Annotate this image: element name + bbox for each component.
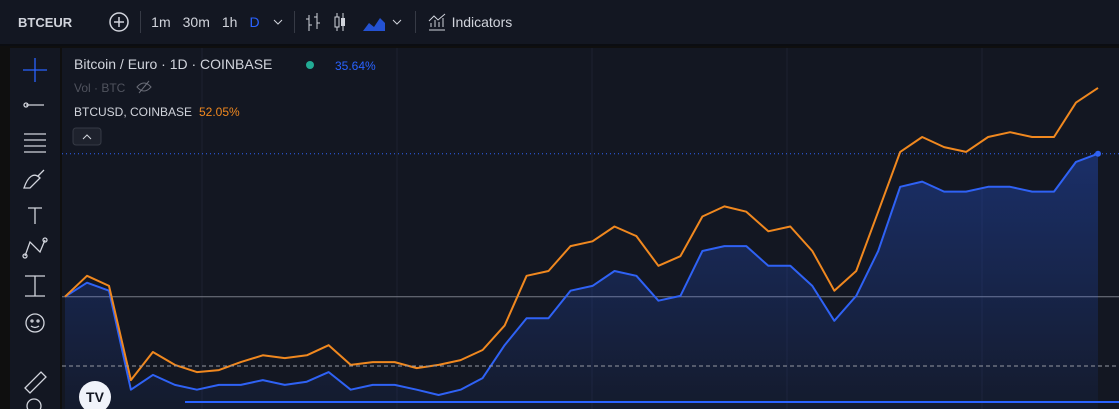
logo[interactable]: [79, 381, 111, 409]
logo-text: TV: [86, 389, 105, 405]
add-symbol[interactable]: [108, 11, 130, 33]
collapse-legend[interactable]: [72, 127, 102, 146]
drawing-toolbar: [10, 48, 60, 409]
tool-icons[interactable]: [10, 48, 60, 409]
plot: [62, 48, 1119, 409]
chart: TV: [62, 48, 1119, 409]
series-line: [64, 87, 1099, 382]
last-point: [1095, 150, 1101, 157]
status-dot: [306, 61, 314, 69]
indicators-icon[interactable]: [426, 11, 448, 33]
main-series-name: Bitcoin / Euro · 1D · COINBASE: [74, 56, 273, 72]
interval[interactable]: 30m: [182, 14, 210, 30]
compare-name: BTCUSD, COINBASE: [74, 105, 193, 119]
interval[interactable]: 1h: [221, 14, 238, 30]
top-toolbar: BTCEUR 1m 30m 1h D Indicators: [0, 0, 1119, 46]
collapse-icon: [82, 134, 92, 140]
interval-active[interactable]: D: [249, 14, 260, 30]
chart-type-icons[interactable]: [305, 11, 405, 33]
series-line: [64, 152, 1099, 396]
indicators[interactable]: Indicators: [451, 14, 513, 30]
area: [65, 153, 1098, 409]
dropdown[interactable]: [272, 16, 284, 28]
compare-change: 52.05%: [199, 105, 240, 119]
volume: Vol · BTC: [74, 81, 126, 95]
interval[interactable]: 1m: [151, 14, 171, 30]
main-change: 35.64%: [335, 59, 376, 73]
symbol[interactable]: BTCEUR: [18, 14, 73, 30]
hidden-icon[interactable]: [136, 80, 152, 94]
